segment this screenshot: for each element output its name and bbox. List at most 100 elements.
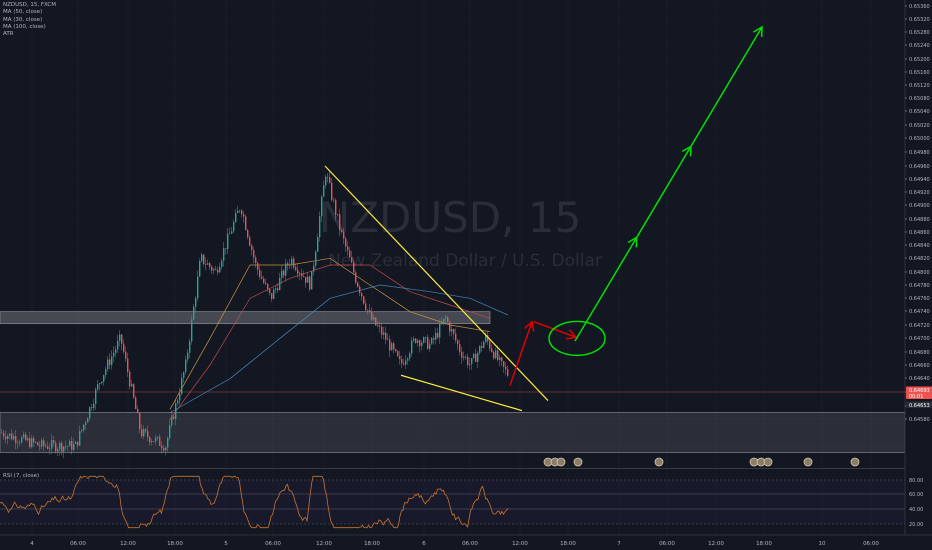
event-marker — [654, 457, 664, 467]
candle-body — [249, 237, 251, 246]
candle-body — [411, 340, 413, 354]
candle-body — [351, 257, 353, 263]
candle-body — [5, 436, 7, 440]
candle-body — [439, 323, 441, 338]
candle-body — [253, 250, 255, 258]
candle-body — [375, 317, 377, 326]
price-axis-tick-label: 0.64820 — [909, 256, 930, 262]
candle-body — [181, 377, 183, 394]
candle-body — [79, 431, 81, 446]
candle-body — [27, 438, 29, 441]
indicator-ma50[interactable]: MA (50, close) — [3, 9, 43, 16]
candle-body — [415, 338, 417, 343]
candle-body — [41, 440, 43, 447]
candle-body — [11, 433, 13, 440]
event-marker — [556, 457, 566, 467]
time-axis-tick-label: 18:00 — [560, 541, 576, 547]
candle-body — [9, 433, 11, 436]
candle-body — [237, 210, 239, 213]
candle-body — [229, 233, 231, 235]
candle-body — [423, 337, 425, 343]
candle-body — [31, 438, 33, 448]
indicator-legend: NZDUSD, 15, FXCM MA (50, close) MA (30, … — [3, 2, 56, 38]
candle-body — [197, 276, 199, 299]
candle-body — [385, 332, 387, 340]
indicator-atr[interactable]: ATR — [3, 31, 14, 38]
candle-body — [121, 334, 123, 344]
candle-body — [495, 350, 497, 359]
candle-body — [1, 432, 3, 434]
candle-body — [451, 329, 453, 332]
candle-body — [189, 341, 191, 353]
drawings — [324, 25, 763, 412]
moving-average-line — [169, 257, 491, 410]
candle-body — [377, 325, 379, 327]
candle-body — [221, 260, 223, 267]
candle-body — [337, 214, 339, 215]
candle-body — [205, 264, 207, 265]
candle-body — [101, 381, 103, 384]
candle-body — [179, 393, 181, 401]
rsi-label[interactable]: RSI (7, close) — [3, 473, 40, 479]
candle-body — [493, 351, 495, 359]
price-tag-bg — [906, 401, 932, 408]
candle-body — [485, 335, 487, 343]
candle-body — [453, 329, 455, 334]
candle-body — [93, 403, 95, 409]
red-arrow-down — [533, 320, 577, 339]
candle-body — [373, 317, 375, 320]
candle-body — [381, 326, 383, 335]
candle-body — [65, 446, 67, 447]
candle-body — [165, 447, 167, 451]
candle-body — [407, 358, 409, 361]
candle-body — [469, 364, 471, 365]
event-marker — [763, 457, 773, 467]
symbol-line[interactable]: NZDUSD, 15, FXCM — [3, 2, 56, 8]
time-axis[interactable]: 4 06:00 12:00 18:00 5 06:00 12:00 18:00 6 06:00 12… — [0, 534, 932, 547]
candle-body — [269, 288, 271, 294]
candle-body — [267, 283, 269, 289]
resistance-zone — [0, 311, 491, 324]
price-axis-tick-label: 0.64940 — [909, 177, 930, 183]
candle-body — [297, 269, 299, 274]
rsi-band — [0, 480, 905, 524]
price-axis-tick-label: 0.64640 — [909, 376, 930, 382]
time-axis-tick-label: 5 — [224, 541, 228, 547]
price-axis-tick-label: 0.64960 — [909, 164, 930, 170]
candle-body — [341, 229, 343, 232]
candle-body — [349, 250, 351, 258]
candle-body — [431, 338, 433, 344]
time-axis-tick-label: 4 — [30, 541, 34, 547]
target-ellipse — [548, 320, 606, 357]
time-axis-tick-label: 06:00 — [659, 541, 675, 547]
candle-body — [153, 441, 155, 443]
price-axis[interactable]: 0.65360 0.65320 0.65280 0.65240 0.65200 0.651… — [904, 0, 932, 550]
candle-body — [19, 442, 21, 444]
green-arrowhead-0 — [627, 236, 638, 248]
candle-body — [339, 214, 341, 230]
candle-body — [273, 289, 275, 299]
candle-body — [149, 437, 151, 443]
candle-body — [103, 374, 105, 382]
candle-body — [307, 276, 309, 283]
candle-body — [487, 335, 489, 342]
candle-body — [231, 231, 233, 234]
indicator-ma100[interactable]: MA (100, close) — [3, 23, 46, 30]
candle-body — [259, 269, 261, 277]
rsi-level-label: 40.00 — [909, 507, 923, 513]
price-axis-tick-label: 0.64980 — [909, 150, 930, 156]
price-axis-bg — [905, 0, 932, 550]
indicator-ma30[interactable]: MA (30, close) — [3, 16, 43, 23]
candle-body — [257, 262, 259, 270]
candle-body — [211, 266, 213, 271]
candle-body — [335, 200, 337, 215]
candle-body — [175, 403, 177, 419]
candle-body — [119, 334, 121, 341]
candle-body — [139, 413, 141, 430]
candle-body — [47, 446, 49, 449]
price-axis-tick-label: 0.65320 — [909, 17, 930, 23]
candle-body — [55, 442, 57, 452]
candle-body — [295, 267, 297, 270]
candle-body — [357, 282, 359, 287]
